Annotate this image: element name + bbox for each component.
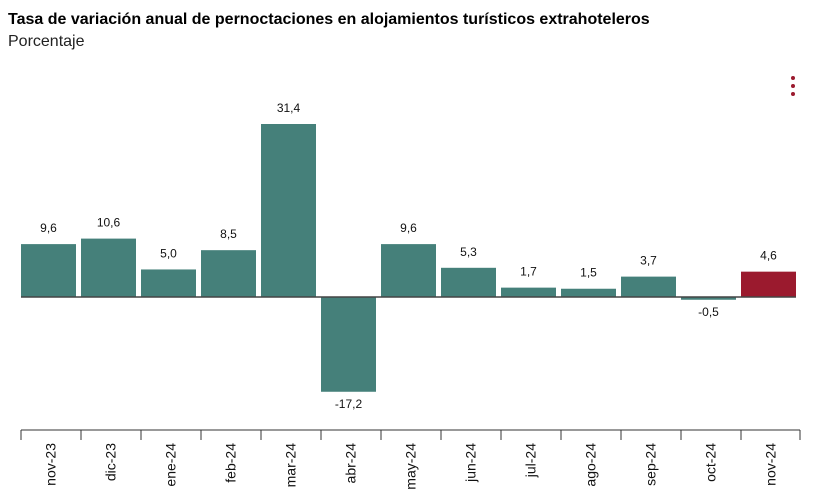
data-label: 5,3 bbox=[460, 245, 477, 259]
data-label: 1,5 bbox=[580, 266, 597, 280]
menu-dot bbox=[791, 76, 795, 80]
chart-menu-icon[interactable] bbox=[786, 76, 800, 96]
tick-label: dic-23 bbox=[103, 443, 119, 481]
bar-mar-24[interactable] bbox=[261, 124, 316, 297]
chart-title: Tasa de variación anual de pernoctacione… bbox=[8, 11, 650, 28]
bar-ago-24[interactable] bbox=[561, 288, 616, 297]
tick-label: mar-24 bbox=[283, 443, 299, 488]
bar-feb-24[interactable] bbox=[201, 250, 256, 297]
tick-label: abr-24 bbox=[343, 443, 359, 484]
data-label: 31,4 bbox=[277, 101, 301, 115]
data-label: 1,7 bbox=[520, 265, 537, 279]
tick-label: oct-24 bbox=[703, 443, 719, 482]
data-label: 9,6 bbox=[40, 221, 57, 235]
tick-label: ene-24 bbox=[163, 443, 179, 487]
data-label: 8,5 bbox=[220, 227, 237, 241]
data-label: 5,0 bbox=[160, 246, 177, 260]
bar-nov-24[interactable] bbox=[741, 271, 796, 297]
tick-label: nov-23 bbox=[43, 443, 59, 486]
tick-label: ago-24 bbox=[583, 443, 599, 487]
bar-jun-24[interactable] bbox=[441, 267, 496, 297]
tick-label: jul-24 bbox=[523, 443, 539, 478]
menu-dot bbox=[791, 84, 795, 88]
bar-sep-24[interactable] bbox=[621, 276, 676, 297]
bar-nov-23[interactable] bbox=[21, 244, 76, 297]
tick-label: feb-24 bbox=[223, 443, 239, 483]
bar-dic-23[interactable] bbox=[81, 238, 136, 297]
menu-dot bbox=[791, 92, 795, 96]
tick-label: sep-24 bbox=[643, 443, 659, 486]
data-label: -0,5 bbox=[698, 305, 719, 319]
chart-subtitle: Porcentaje bbox=[8, 33, 85, 50]
bar-oct-24[interactable] bbox=[681, 297, 736, 300]
tick-label: nov-24 bbox=[763, 443, 779, 486]
bar-may-24[interactable] bbox=[381, 244, 436, 297]
data-label: 10,6 bbox=[97, 216, 121, 230]
tick-label: may-24 bbox=[403, 443, 419, 490]
data-label: 9,6 bbox=[400, 221, 417, 235]
data-label: 4,6 bbox=[760, 249, 777, 263]
data-label: 3,7 bbox=[640, 254, 657, 268]
data-label: -17,2 bbox=[335, 397, 363, 411]
tick-label: jun-24 bbox=[463, 443, 479, 483]
bar-jul-24[interactable] bbox=[501, 287, 556, 297]
bar-ene-24[interactable] bbox=[141, 269, 196, 297]
bar-abr-24[interactable] bbox=[321, 297, 376, 392]
